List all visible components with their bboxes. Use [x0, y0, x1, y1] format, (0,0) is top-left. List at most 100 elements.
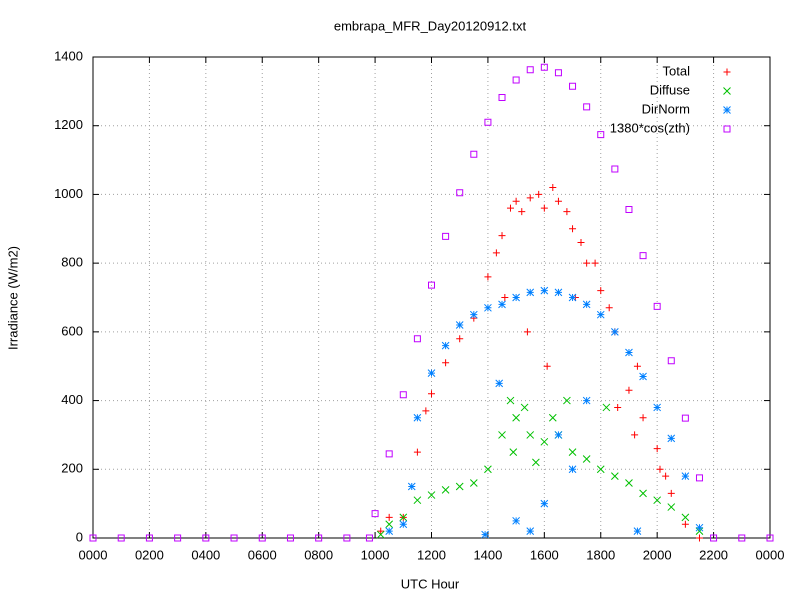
data-point	[625, 479, 633, 487]
data-point	[399, 513, 408, 522]
data-point	[484, 303, 492, 312]
data-point	[633, 362, 641, 370]
data-point	[498, 232, 506, 240]
data-point	[738, 534, 746, 542]
data-point	[512, 197, 520, 205]
data-point	[611, 165, 619, 173]
plot-border	[92, 56, 771, 539]
data-point	[639, 252, 647, 260]
y-tick-label: 1400	[54, 48, 83, 63]
data-point	[563, 208, 571, 216]
data-point	[695, 523, 704, 532]
data-point	[456, 335, 464, 343]
data-point	[385, 450, 393, 458]
data-point	[583, 103, 591, 111]
y-tick-label: 1200	[54, 117, 83, 132]
data-point	[611, 472, 619, 481]
data-point	[526, 288, 535, 297]
data-point	[563, 396, 571, 405]
data-point	[681, 520, 689, 528]
data-point	[667, 489, 675, 497]
data-point	[385, 513, 393, 521]
data-point	[597, 131, 605, 139]
x-tick-label: 1000	[361, 547, 390, 562]
data-point	[89, 534, 97, 542]
data-point	[343, 534, 351, 542]
data-point	[543, 362, 551, 370]
data-point	[540, 286, 549, 295]
data-point	[498, 94, 506, 102]
data-point	[469, 310, 478, 319]
x-tick-label: 1200	[417, 547, 446, 562]
data-point	[605, 304, 613, 312]
data-point	[498, 431, 506, 439]
data-point	[495, 379, 504, 388]
data-point	[662, 472, 670, 480]
data-point	[535, 190, 543, 198]
data-point	[385, 520, 394, 529]
data-point	[441, 486, 450, 494]
data-point	[441, 341, 450, 350]
data-point	[532, 458, 540, 467]
data-point	[540, 437, 549, 446]
data-point	[526, 431, 535, 439]
data-point	[174, 534, 182, 542]
data-point	[653, 403, 662, 412]
data-point	[512, 516, 520, 525]
x-tick-label: 2000	[643, 547, 672, 562]
data-point	[710, 534, 718, 542]
data-point	[540, 204, 548, 212]
y-axis-label: Irradiance (W/m2)	[5, 246, 20, 350]
data-point	[577, 239, 585, 247]
data-point	[509, 448, 518, 456]
data-point	[498, 300, 506, 309]
y-tick-label: 800	[61, 255, 83, 270]
data-point	[442, 359, 450, 367]
data-point	[568, 293, 577, 302]
data-point	[667, 357, 675, 365]
x-tick-label: 0600	[248, 547, 277, 562]
data-point	[667, 434, 676, 443]
data-point	[653, 496, 662, 505]
data-point	[591, 259, 599, 267]
data-point	[506, 204, 514, 212]
x-tick-label: 0000	[756, 547, 785, 562]
data-point	[625, 206, 633, 214]
data-point	[526, 527, 535, 535]
data-point	[469, 479, 478, 487]
x-tick-label: 0000	[79, 547, 108, 562]
data-point	[583, 259, 591, 267]
data-point	[582, 455, 591, 463]
data-point	[470, 150, 478, 158]
data-point	[633, 527, 642, 535]
x-tick-label: 1400	[473, 547, 502, 562]
legend-label: DirNorm	[642, 101, 690, 116]
chart-title: embrapa_MFR_Day20120912.txt	[334, 18, 527, 33]
x-tick-label: 1600	[530, 547, 559, 562]
data-point	[377, 527, 385, 535]
y-tick-label: 600	[61, 323, 83, 338]
data-point	[520, 403, 529, 412]
y-tick-label: 200	[61, 461, 83, 476]
data-point	[554, 197, 562, 205]
data-point	[569, 82, 577, 90]
data-point	[258, 534, 266, 542]
data-point	[639, 372, 647, 381]
data-point	[230, 534, 238, 542]
data-point	[428, 390, 435, 398]
data-point	[568, 465, 577, 474]
legend-label: Total	[663, 63, 691, 78]
data-point	[501, 294, 509, 301]
data-point	[681, 414, 689, 422]
data-point	[484, 273, 492, 281]
data-point	[582, 300, 591, 309]
data-point	[376, 530, 385, 539]
data-point	[596, 310, 605, 319]
data-point	[428, 281, 435, 289]
data-point	[413, 496, 422, 505]
data-point	[653, 445, 661, 453]
data-point	[202, 534, 210, 542]
data-point	[554, 69, 562, 77]
